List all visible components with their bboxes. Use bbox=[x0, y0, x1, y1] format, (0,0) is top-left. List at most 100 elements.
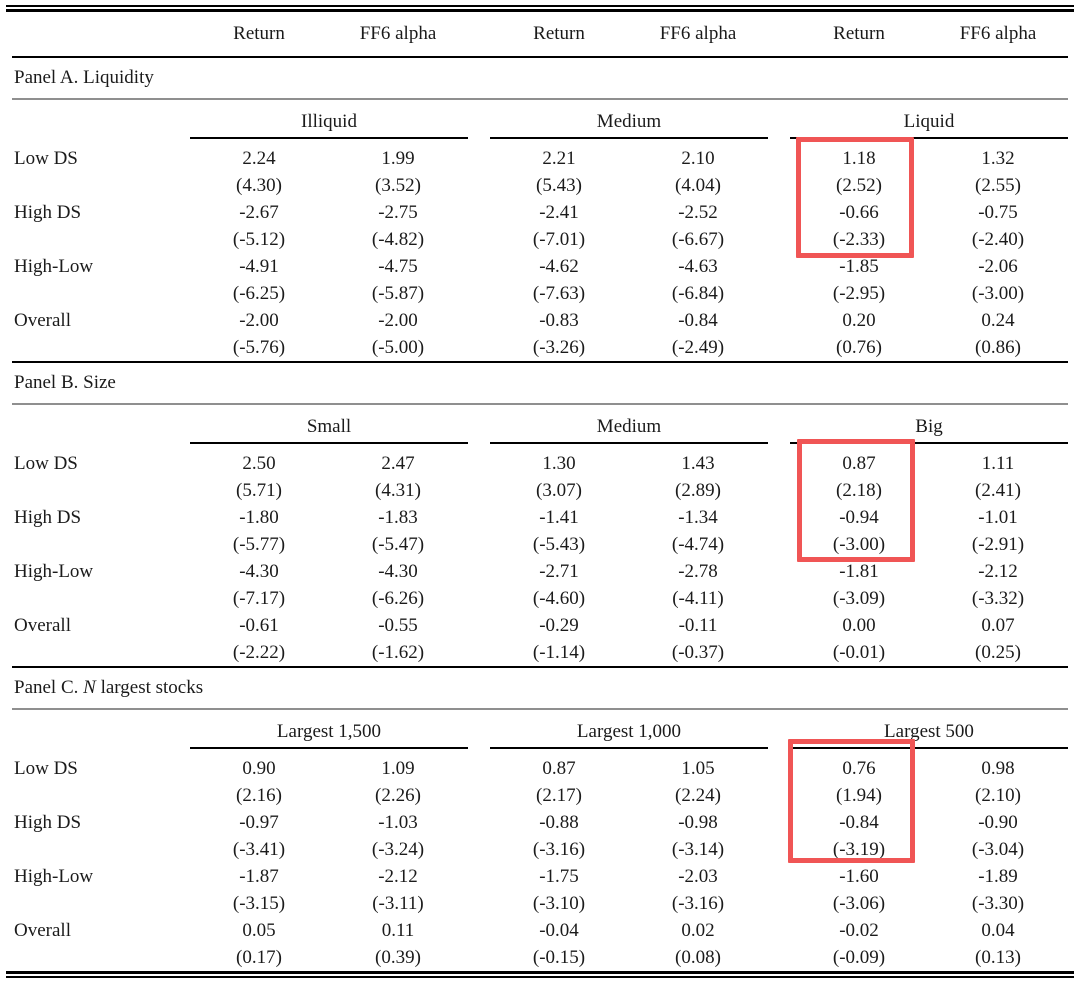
value-cell: -0.98 bbox=[678, 812, 718, 833]
value-cell: 1.18 bbox=[842, 148, 876, 169]
tstat-cell: (0.08) bbox=[675, 947, 721, 968]
value-cell: -0.75 bbox=[978, 202, 1018, 223]
row-label-empty bbox=[12, 782, 190, 809]
group-header: Largest 1,000 bbox=[490, 709, 768, 749]
tstat-cell: (0.25) bbox=[975, 642, 1021, 663]
column-spacer bbox=[768, 404, 790, 443]
row-label: High-Low bbox=[14, 256, 94, 277]
table-row: Overall 0.05 0.11 -0.04 0.02 -0.02 0.04 bbox=[12, 917, 1068, 944]
tstat-cell: (-3.16) bbox=[532, 839, 586, 860]
table-row: Low DS 0.90 1.09 0.87 1.05 0.76 0.98 bbox=[12, 748, 1068, 782]
row-label: Low DS bbox=[14, 147, 78, 169]
value-cell: -2.41 bbox=[539, 202, 579, 223]
row-label-empty bbox=[12, 639, 190, 667]
value-cell: -0.04 bbox=[539, 920, 579, 941]
column-spacer bbox=[468, 226, 490, 253]
row-label: Overall bbox=[14, 310, 71, 331]
row-label-empty bbox=[12, 531, 190, 558]
column-spacer bbox=[768, 558, 790, 585]
tstat-cell: (-5.87) bbox=[371, 283, 425, 304]
column-spacer bbox=[468, 782, 490, 809]
group-header-spacer bbox=[12, 99, 190, 138]
value-cell: -0.61 bbox=[239, 615, 279, 636]
column-spacer bbox=[468, 199, 490, 226]
value-cell: -2.75 bbox=[378, 202, 418, 223]
panel-title: Panel B. Size bbox=[12, 361, 1068, 405]
value-cell: -0.97 bbox=[239, 812, 279, 833]
value-cell: -0.11 bbox=[678, 615, 718, 636]
tstat-cell: (-3.06) bbox=[832, 893, 886, 914]
table-row: Low DS 2.24 1.99 2.21 2.10 1.18 1.32 bbox=[12, 138, 1068, 172]
column-spacer bbox=[768, 917, 790, 944]
group-header: Medium bbox=[490, 404, 768, 444]
row-label-empty bbox=[12, 890, 190, 917]
column-spacer bbox=[768, 809, 790, 836]
column-header-row: Return FF6 alpha Return FF6 alpha Return FF6 … bbox=[12, 12, 1068, 58]
tstat-cell: (-0.01) bbox=[832, 642, 886, 663]
column-spacer bbox=[768, 709, 790, 748]
tstat-cell: (-6.25) bbox=[232, 283, 286, 304]
tstat-cell: (-3.14) bbox=[671, 839, 725, 860]
row-label-empty bbox=[12, 334, 190, 362]
panel-title-row: Panel B. Size bbox=[12, 361, 1068, 405]
value-cell: -2.00 bbox=[378, 310, 418, 331]
row-label-empty bbox=[12, 280, 190, 307]
tstat-cell: (-7.01) bbox=[532, 229, 586, 250]
column-spacer bbox=[468, 404, 490, 443]
column-spacer bbox=[468, 748, 490, 782]
value-cell: -2.71 bbox=[539, 561, 579, 582]
tstat-cell: (5.71) bbox=[236, 480, 282, 501]
value-cell: -1.87 bbox=[239, 866, 279, 887]
tstat-row: (-5.76) (-5.00) (-3.26) (-2.49) (0.76) (0.86) bbox=[12, 334, 1068, 362]
value-cell: 1.32 bbox=[981, 148, 1015, 169]
tstat-cell: (2.55) bbox=[975, 175, 1021, 196]
column-header: FF6 alpha bbox=[628, 12, 768, 58]
value-cell: 0.05 bbox=[242, 920, 276, 941]
tstat-cell: (5.43) bbox=[536, 175, 582, 196]
tstat-cell: (-6.67) bbox=[671, 229, 725, 250]
table-row: High DS -0.97 -1.03 -0.88 -0.98 -0.84 -0.90 bbox=[12, 809, 1068, 836]
value-cell: -1.89 bbox=[978, 866, 1018, 887]
panel-title: Panel C. N largest stocks bbox=[12, 666, 1068, 710]
column-spacer bbox=[768, 639, 790, 667]
value-cell: -1.41 bbox=[539, 507, 579, 528]
group-header-row: Small Medium Big bbox=[12, 404, 1068, 444]
panel-title-text: Panel A. Liquidity bbox=[14, 67, 154, 88]
tstat-cell: (-3.10) bbox=[532, 893, 586, 914]
row-label: High-Low bbox=[14, 866, 94, 887]
tstat-cell: (2.10) bbox=[975, 785, 1021, 806]
value-cell: 1.05 bbox=[681, 758, 715, 779]
tstat-cell: (-5.00) bbox=[371, 337, 425, 358]
tstat-cell: (-6.26) bbox=[371, 588, 425, 609]
column-spacer bbox=[468, 558, 490, 585]
tstat-cell: (4.31) bbox=[375, 480, 421, 501]
row-label-empty bbox=[12, 172, 190, 199]
tstat-cell: (0.17) bbox=[236, 947, 282, 968]
value-cell: -2.12 bbox=[978, 561, 1018, 582]
column-spacer bbox=[768, 748, 790, 782]
value-cell: -2.67 bbox=[239, 202, 279, 223]
table-row: Low DS 2.50 2.47 1.30 1.43 0.87 1.11 bbox=[12, 443, 1068, 477]
tstat-cell: (-2.33) bbox=[832, 229, 886, 250]
column-spacer bbox=[768, 199, 790, 226]
table-row: High DS -2.67 -2.75 -2.41 -2.52 -0.66 -0.75 bbox=[12, 199, 1068, 226]
row-label: High-Low bbox=[14, 561, 94, 582]
group-header: Big bbox=[790, 404, 1068, 444]
column-spacer bbox=[468, 138, 490, 172]
value-cell: -2.06 bbox=[978, 256, 1018, 277]
tstat-cell: (-3.26) bbox=[532, 337, 586, 358]
column-spacer bbox=[768, 585, 790, 612]
row-label: High DS bbox=[14, 202, 82, 223]
value-cell: 0.04 bbox=[981, 920, 1015, 941]
value-cell: 0.11 bbox=[381, 920, 415, 941]
column-spacer bbox=[768, 944, 790, 971]
column-spacer bbox=[468, 99, 490, 138]
value-cell: -4.62 bbox=[539, 256, 579, 277]
value-cell: 2.21 bbox=[542, 148, 576, 169]
value-cell: 0.98 bbox=[981, 758, 1015, 779]
tstat-cell: (-2.22) bbox=[232, 642, 286, 663]
value-cell: -4.30 bbox=[378, 561, 418, 582]
group-header: Largest 500 bbox=[790, 709, 1068, 749]
row-label-header bbox=[12, 12, 190, 58]
column-spacer bbox=[468, 809, 490, 836]
